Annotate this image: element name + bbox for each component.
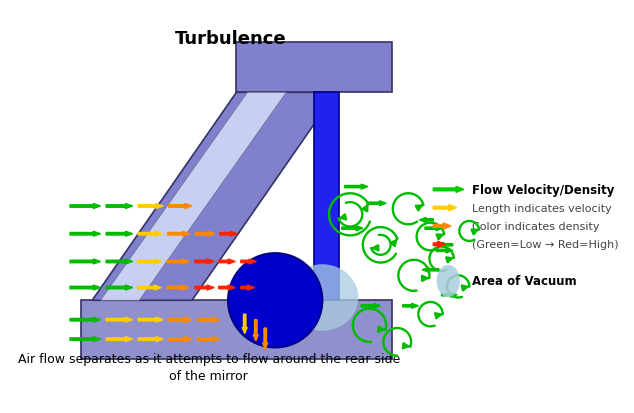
Polygon shape bbox=[101, 93, 287, 301]
FancyArrow shape bbox=[106, 232, 133, 237]
FancyArrow shape bbox=[138, 232, 162, 237]
FancyArrow shape bbox=[138, 204, 163, 209]
Polygon shape bbox=[81, 301, 392, 358]
FancyArrow shape bbox=[442, 292, 457, 297]
FancyArrow shape bbox=[138, 285, 162, 290]
FancyArrow shape bbox=[242, 314, 247, 334]
FancyArrow shape bbox=[195, 259, 214, 264]
Bar bbox=[314, 93, 339, 301]
FancyArrow shape bbox=[169, 204, 192, 209]
FancyArrow shape bbox=[344, 185, 368, 190]
FancyArrow shape bbox=[70, 337, 101, 342]
Ellipse shape bbox=[287, 265, 358, 331]
FancyArrow shape bbox=[167, 232, 190, 237]
FancyArrow shape bbox=[425, 226, 443, 231]
FancyArrow shape bbox=[420, 218, 433, 223]
FancyArrow shape bbox=[262, 328, 268, 349]
FancyArrow shape bbox=[366, 201, 386, 206]
Text: Turbulence: Turbulence bbox=[175, 29, 287, 47]
FancyArrow shape bbox=[106, 337, 133, 342]
Text: (Green=Low → Red=High): (Green=Low → Red=High) bbox=[472, 240, 619, 250]
FancyArrow shape bbox=[70, 285, 101, 290]
FancyArrow shape bbox=[241, 285, 255, 290]
FancyArrow shape bbox=[241, 259, 256, 264]
FancyArrow shape bbox=[361, 304, 380, 309]
FancyArrow shape bbox=[422, 268, 439, 273]
FancyArrow shape bbox=[70, 204, 101, 209]
FancyArrow shape bbox=[433, 205, 456, 211]
FancyArrow shape bbox=[198, 337, 220, 342]
FancyArrow shape bbox=[219, 259, 235, 264]
FancyArrow shape bbox=[437, 243, 453, 248]
FancyArrow shape bbox=[195, 232, 215, 237]
FancyArrow shape bbox=[70, 232, 101, 237]
FancyArrow shape bbox=[433, 223, 451, 230]
FancyArrow shape bbox=[195, 285, 214, 290]
Text: Color indicates density: Color indicates density bbox=[472, 221, 600, 231]
FancyArrow shape bbox=[70, 318, 101, 323]
Text: Flow Velocity/Density: Flow Velocity/Density bbox=[472, 183, 614, 197]
FancyArrow shape bbox=[254, 320, 258, 341]
Text: Area of Vacuum: Area of Vacuum bbox=[472, 275, 577, 288]
FancyArrow shape bbox=[219, 285, 235, 290]
Text: Air flow separates as it attempts to flow around the rear side
of the mirror: Air flow separates as it attempts to flo… bbox=[18, 352, 400, 382]
Polygon shape bbox=[236, 43, 392, 93]
Circle shape bbox=[228, 254, 322, 348]
FancyArrow shape bbox=[198, 318, 220, 323]
FancyArrow shape bbox=[70, 259, 101, 264]
Polygon shape bbox=[92, 93, 336, 301]
FancyArrow shape bbox=[433, 187, 464, 193]
Ellipse shape bbox=[437, 265, 460, 297]
FancyArrow shape bbox=[106, 259, 133, 264]
FancyArrow shape bbox=[138, 318, 163, 323]
FancyArrow shape bbox=[167, 259, 189, 264]
FancyArrow shape bbox=[342, 226, 363, 231]
FancyArrow shape bbox=[169, 318, 192, 323]
FancyArrow shape bbox=[220, 232, 238, 237]
FancyArrow shape bbox=[138, 259, 162, 264]
FancyArrow shape bbox=[403, 304, 418, 309]
FancyArrow shape bbox=[106, 318, 133, 323]
FancyArrow shape bbox=[433, 242, 446, 248]
FancyArrow shape bbox=[106, 204, 133, 209]
FancyArrow shape bbox=[436, 248, 453, 253]
FancyArrow shape bbox=[167, 285, 189, 290]
Text: Length indicates velocity: Length indicates velocity bbox=[472, 203, 612, 213]
FancyArrow shape bbox=[138, 337, 163, 342]
FancyArrow shape bbox=[169, 337, 192, 342]
FancyArrow shape bbox=[106, 285, 133, 290]
